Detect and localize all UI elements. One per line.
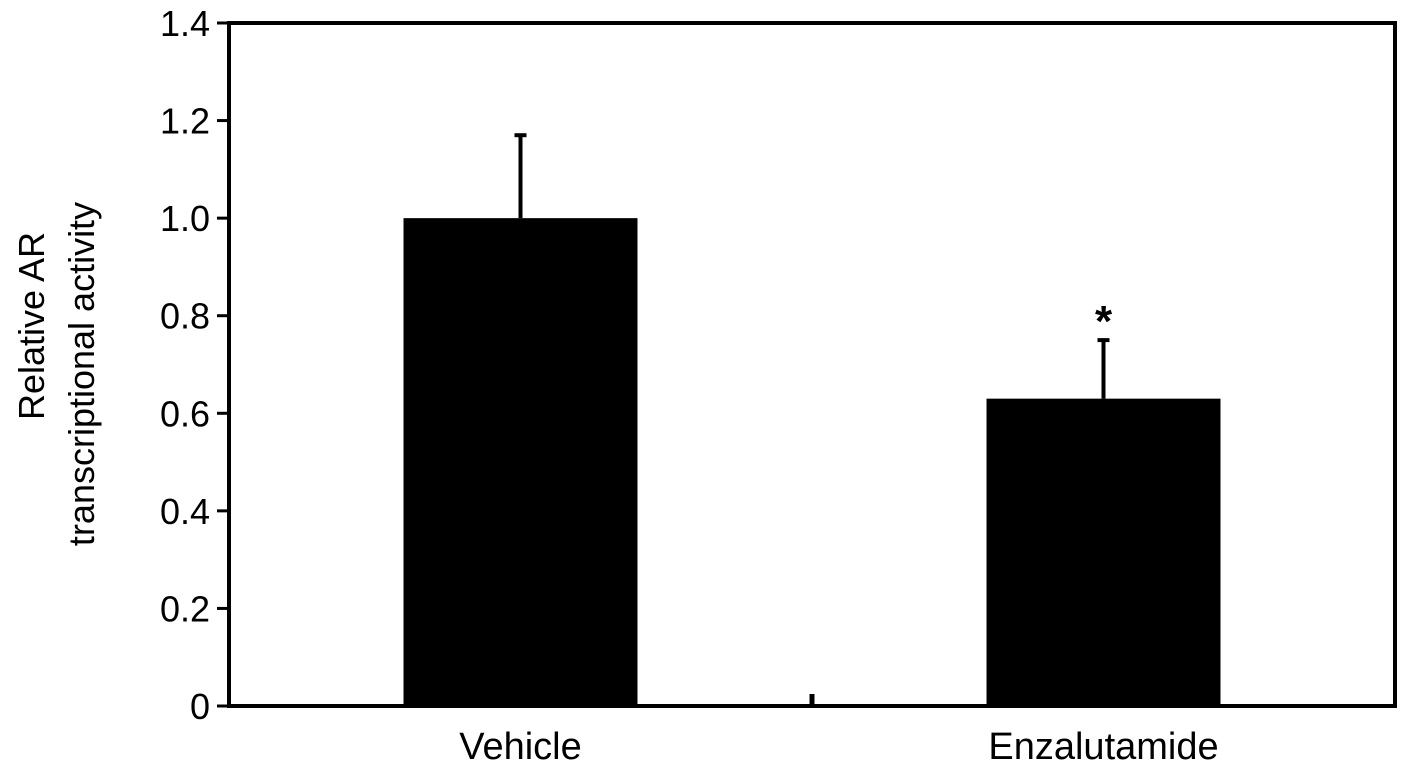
y-axis-title: Relative AR transcriptional activity	[11, 202, 102, 546]
y-axis-title-line-2: transcriptional activity	[61, 202, 102, 546]
y-tick-label: 1.0	[160, 198, 210, 239]
y-tick-label: 1.4	[160, 3, 210, 44]
error-bars	[514, 133, 1110, 399]
y-tick-label: 1.2	[160, 101, 210, 142]
x-category-label: Vehicle	[459, 726, 582, 768]
bars	[403, 218, 1221, 706]
y-tick-label: 0	[190, 686, 210, 727]
category-labels: Vehicle Enzalutamide	[459, 726, 1218, 768]
x-category-label: Enzalutamide	[988, 726, 1218, 768]
annotations: *	[1095, 297, 1113, 346]
significance-marker: *	[1095, 297, 1113, 346]
y-tick-label: 0.8	[160, 296, 210, 337]
y-axis-title-line-1: Relative AR	[11, 232, 52, 420]
bar-vehicle	[403, 218, 638, 706]
y-axis-ticks: 0 0.2 0.4 0.6 0.8 1.0 1.2 1.4	[160, 3, 229, 727]
bar-enzalutamide	[986, 398, 1221, 706]
y-tick-label: 0.4	[160, 491, 210, 532]
y-tick-label: 0.2	[160, 588, 210, 629]
y-tick-label: 0.6	[160, 393, 210, 434]
